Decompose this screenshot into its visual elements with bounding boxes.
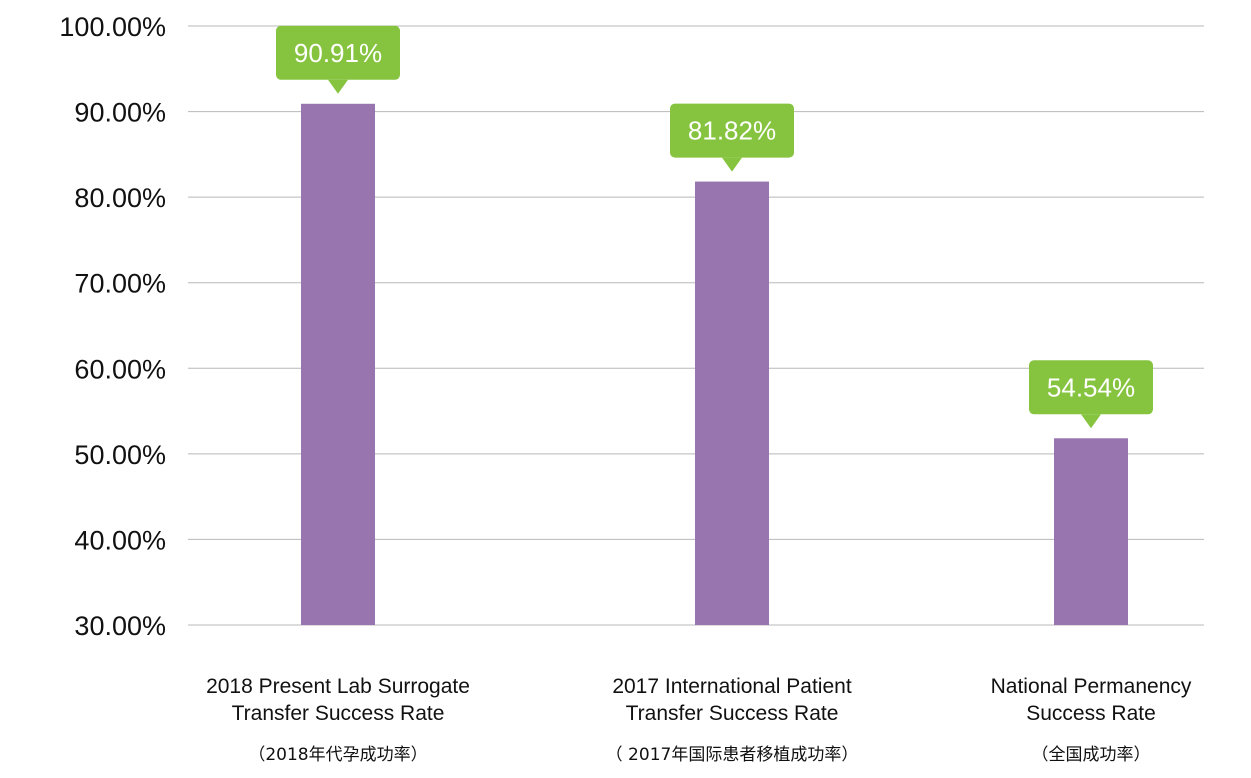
category-label: National Permanency Success Rate （全国成功率） xyxy=(991,675,1192,765)
category-sublabel: （全国成功率） xyxy=(1032,745,1151,765)
data-label-box xyxy=(1029,360,1153,415)
category-sublabel: （ 2017年国际患者移植成功率） xyxy=(606,745,859,765)
data-label-text: 81.82% xyxy=(688,116,776,146)
data-label-pointer xyxy=(328,79,348,94)
data-label-text: 90.91% xyxy=(294,38,382,68)
y-tick-label: 50.00% xyxy=(74,440,166,470)
category-label: 2018 Present Lab Surrogate Transfer Succe… xyxy=(206,675,470,765)
y-tick-label: 90.00% xyxy=(74,98,166,128)
data-label-box xyxy=(670,103,794,158)
data-label: 54.54% xyxy=(1029,360,1153,429)
category-label-line1: 2018 Present Lab Surrogate xyxy=(206,675,470,698)
category-label-line1: 2017 International Patient xyxy=(612,675,852,698)
bar xyxy=(695,181,769,626)
category-label-line2: Transfer Success Rate xyxy=(232,702,445,725)
y-tick-label: 60.00% xyxy=(74,354,166,384)
data-label-text: 54.54% xyxy=(1047,372,1135,402)
y-tick-label: 80.00% xyxy=(74,183,166,213)
category-sublabel: （2018年代孕成功率） xyxy=(248,745,427,765)
y-tick-label: 40.00% xyxy=(74,525,166,555)
y-tick-label: 70.00% xyxy=(74,269,166,299)
category-label-line1: National Permanency xyxy=(991,675,1192,698)
data-label-box xyxy=(276,25,400,80)
category-labels: 2018 Present Lab Surrogate Transfer Succe… xyxy=(206,675,1192,765)
category-label: 2017 International Patient Transfer Succe… xyxy=(606,675,859,765)
data-label-pointer xyxy=(722,157,742,172)
data-labels: 90.91% 81.82% 54.54% xyxy=(276,25,1153,429)
y-tick-label: 100.00% xyxy=(59,12,166,42)
bars xyxy=(301,103,1128,626)
category-label-line2: Transfer Success Rate xyxy=(626,702,839,725)
category-label-line2: Success Rate xyxy=(1026,702,1156,725)
bar xyxy=(301,103,375,626)
y-axis-tick-labels: 100.00% 90.00% 80.00% 70.00% 60.00% 50.00% 40.… xyxy=(59,12,166,641)
data-label: 81.82% xyxy=(670,103,794,172)
data-label: 90.91% xyxy=(276,25,400,94)
bar xyxy=(1054,438,1128,625)
y-tick-label: 30.00% xyxy=(74,611,166,641)
data-label-pointer xyxy=(1081,414,1101,429)
